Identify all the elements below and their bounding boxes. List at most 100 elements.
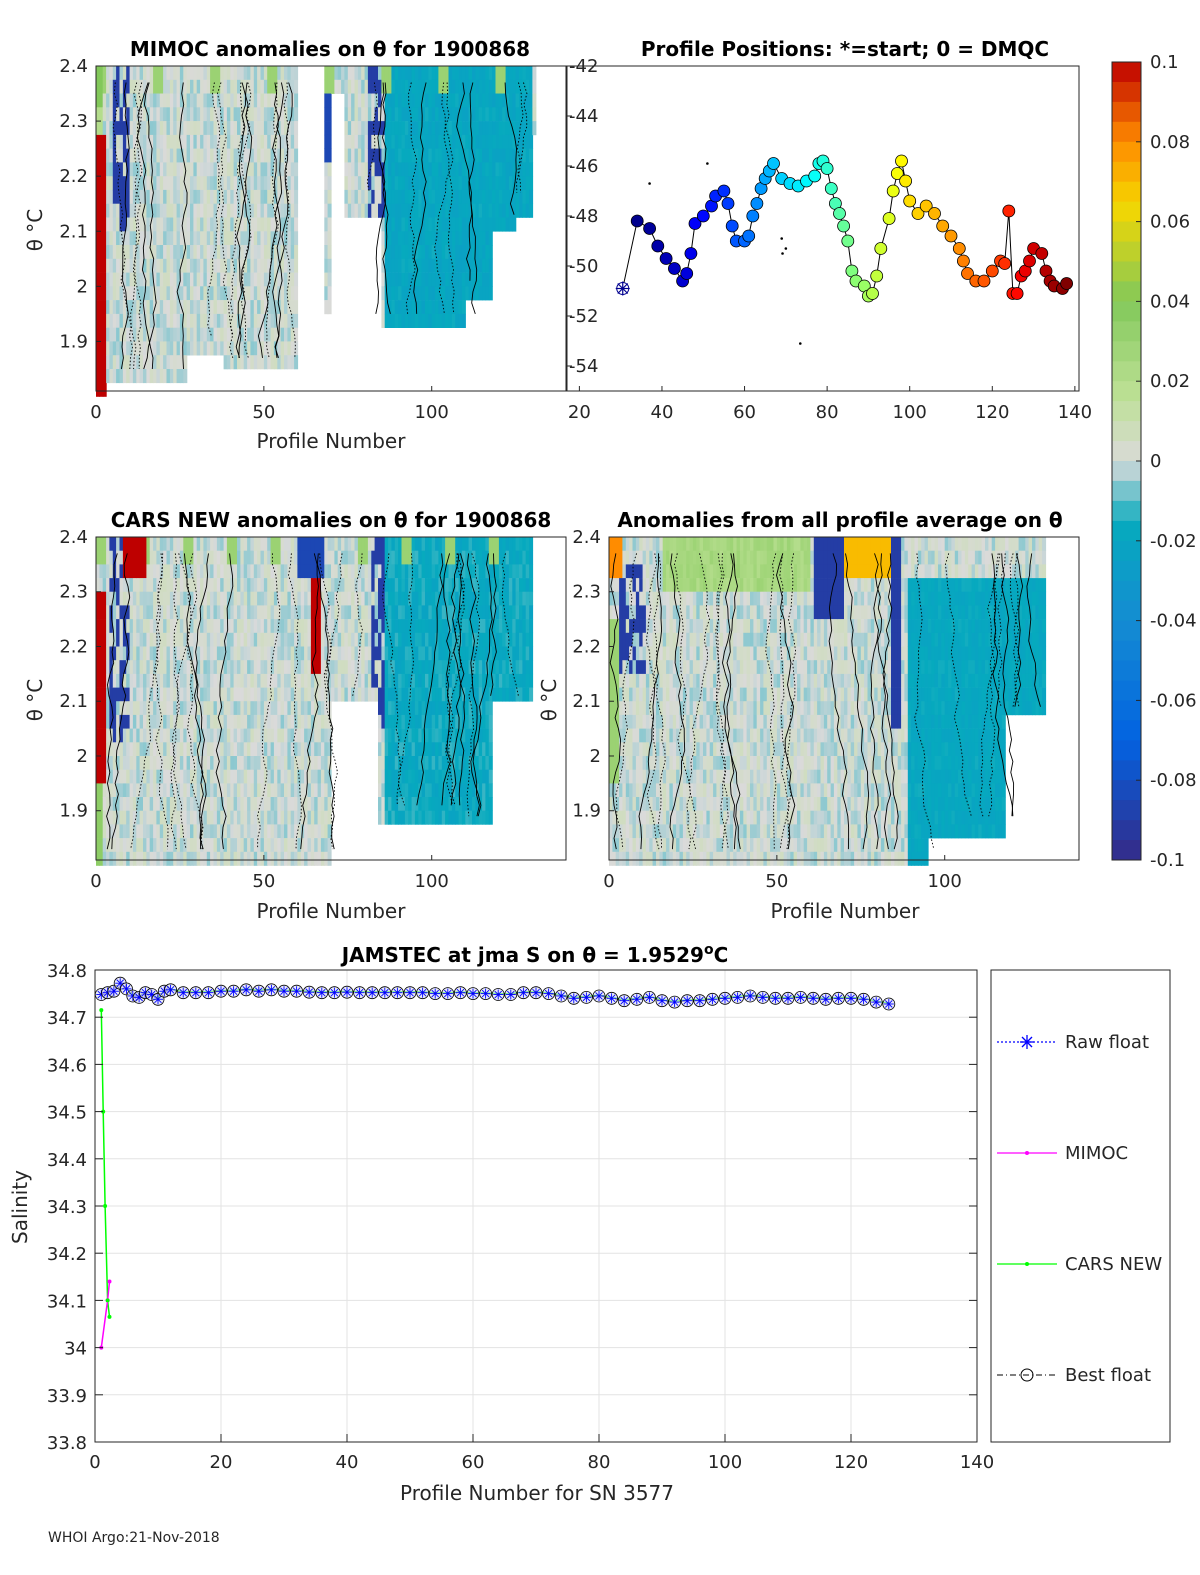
heatmap-cell [216, 537, 221, 551]
heatmap-cell [159, 272, 164, 287]
heatmap-cell [183, 286, 188, 301]
heatmap-cell [529, 162, 534, 177]
heatmap-cell [277, 797, 282, 811]
heatmap-cell [404, 605, 409, 620]
heatmap-cell [441, 258, 446, 273]
heatmap-cell [347, 66, 352, 81]
heatmap-cell [106, 121, 111, 136]
heatmap-cell [331, 632, 335, 647]
heatmap-cell [468, 646, 473, 661]
heatmap-cell [485, 134, 490, 149]
heatmap-cell [431, 714, 436, 729]
heatmap-cell [505, 107, 510, 122]
heatmap-cell [304, 537, 309, 551]
heatmap-cell [226, 687, 231, 702]
heatmap-cell [421, 591, 426, 606]
heatmap-cell [435, 121, 440, 136]
heatmap-cell [119, 564, 124, 579]
heatmap-cell [384, 313, 389, 328]
heatmap-cell [119, 824, 124, 839]
heatmap-cell [344, 605, 349, 620]
heatmap-cell [357, 203, 362, 218]
heatmap-cell [472, 564, 476, 579]
heatmap-cell [482, 162, 487, 177]
heatmap-cell [361, 673, 366, 688]
heatmap-cell [186, 769, 191, 784]
heatmap-cell [233, 341, 238, 356]
heatmap-cell [435, 134, 440, 149]
heatmap-cell [240, 564, 245, 579]
heatmap-cell [297, 687, 302, 702]
heatmap-cell [458, 272, 463, 287]
heatmap-cell [461, 783, 466, 798]
heatmap-cell [421, 313, 426, 328]
heatmap-cell [277, 107, 282, 122]
heatmap-cell [109, 591, 114, 606]
heatmap-cell [260, 286, 265, 301]
heatmap-cell [414, 176, 419, 191]
heatmap-cell [448, 300, 453, 315]
heatmap-cell [213, 121, 218, 136]
heatmap-cell [401, 203, 406, 218]
heatmap-cell [273, 121, 278, 136]
heatmap-cell [414, 189, 419, 204]
heatmap-cell [169, 66, 174, 81]
heatmap-cell [455, 176, 460, 191]
heatmap-cell [163, 327, 168, 342]
heatmap-cell [320, 714, 325, 729]
heatmap-cell [334, 632, 339, 647]
heatmap-cell [220, 564, 225, 579]
heatmap-cell [233, 728, 238, 743]
heatmap-cell [237, 107, 241, 122]
heatmap-cell [320, 578, 325, 593]
heatmap-cell [448, 687, 453, 702]
heatmap-cell [404, 701, 409, 716]
heatmap-cell [445, 701, 450, 716]
heatmap-cell [270, 148, 275, 163]
heatmap-cell [116, 701, 121, 716]
heatmap-cell [250, 355, 255, 370]
heatmap-cell [186, 824, 191, 839]
heatmap-cell [176, 673, 181, 688]
heatmap-cell [337, 605, 342, 620]
heatmap-cell [116, 355, 121, 370]
heatmap-cell [109, 369, 114, 384]
heatmap-cell [216, 148, 221, 163]
colorbar-segment [1112, 800, 1141, 821]
heatmap-cell [126, 300, 131, 315]
colorbar-segment [1112, 161, 1141, 183]
heatmap-cell [448, 591, 453, 606]
heatmap-cell [280, 286, 285, 301]
heatmap-cell [431, 203, 436, 218]
heatmap-cell [99, 728, 104, 743]
heatmap-cell [414, 728, 419, 743]
heatmap-cell [381, 646, 386, 661]
heatmap-cell [287, 673, 292, 688]
heatmap-cell [451, 660, 456, 675]
heatmap-cell [381, 286, 386, 301]
heatmap-cell [153, 851, 158, 866]
heatmap-cell [478, 564, 483, 579]
heatmap-cell [240, 245, 245, 260]
heatmap-cell [196, 258, 201, 273]
heatmap-cell [149, 646, 154, 661]
heatmap-cell [310, 742, 315, 757]
heatmap-cell [294, 605, 299, 620]
heatmap-cell [129, 369, 134, 384]
colorbar: 0.10.080.060.040.020-0.02-0.04-0.06-0.08… [1111, 52, 1197, 871]
heatmap-cell [99, 851, 104, 866]
heatmap-cell [223, 851, 228, 866]
heatmap-cell [277, 687, 282, 702]
heatmap-cell [106, 300, 111, 315]
heatmap-cell [287, 217, 292, 232]
heatmap-cell [421, 245, 426, 260]
heatmap-cell [492, 162, 497, 177]
heatmap-cell [153, 769, 158, 784]
heatmap-cell [294, 824, 299, 839]
heatmap-cell [435, 537, 440, 551]
heatmap-cell [270, 714, 275, 729]
heatmap-cell [210, 714, 215, 729]
heatmap-cell [421, 660, 426, 675]
heatmap-cell [183, 673, 188, 688]
heatmap-cell [297, 783, 302, 798]
